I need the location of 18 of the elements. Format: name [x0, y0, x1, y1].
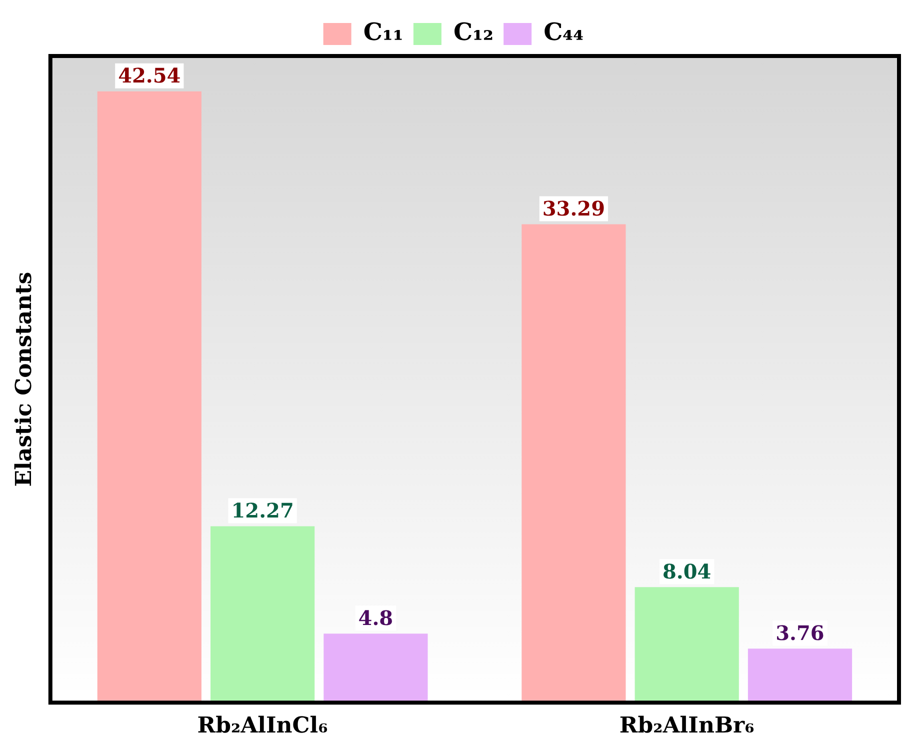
x-tick-label: Rb₂AlInBr₆	[619, 712, 754, 739]
bar	[634, 587, 739, 703]
bar	[210, 526, 315, 703]
data-label: 12.27	[231, 498, 294, 522]
legend-label: C₁₂	[453, 17, 494, 46]
bar	[324, 634, 428, 703]
bar	[97, 91, 202, 703]
data-label: 8.04	[662, 559, 712, 584]
y-axis-title: Elastic Constants	[10, 272, 37, 487]
data-label: 4.8	[358, 606, 394, 630]
data-label: 33.29	[542, 196, 606, 220]
bar	[522, 224, 626, 703]
bar	[748, 648, 852, 703]
legend-label: C₁₁	[363, 17, 404, 46]
x-tick-label: Rb₂AlInCl₆	[197, 712, 328, 739]
legend-label: C₄₄	[544, 17, 584, 46]
data-label: 3.76	[776, 620, 824, 645]
data-label: 42.54	[118, 64, 181, 88]
